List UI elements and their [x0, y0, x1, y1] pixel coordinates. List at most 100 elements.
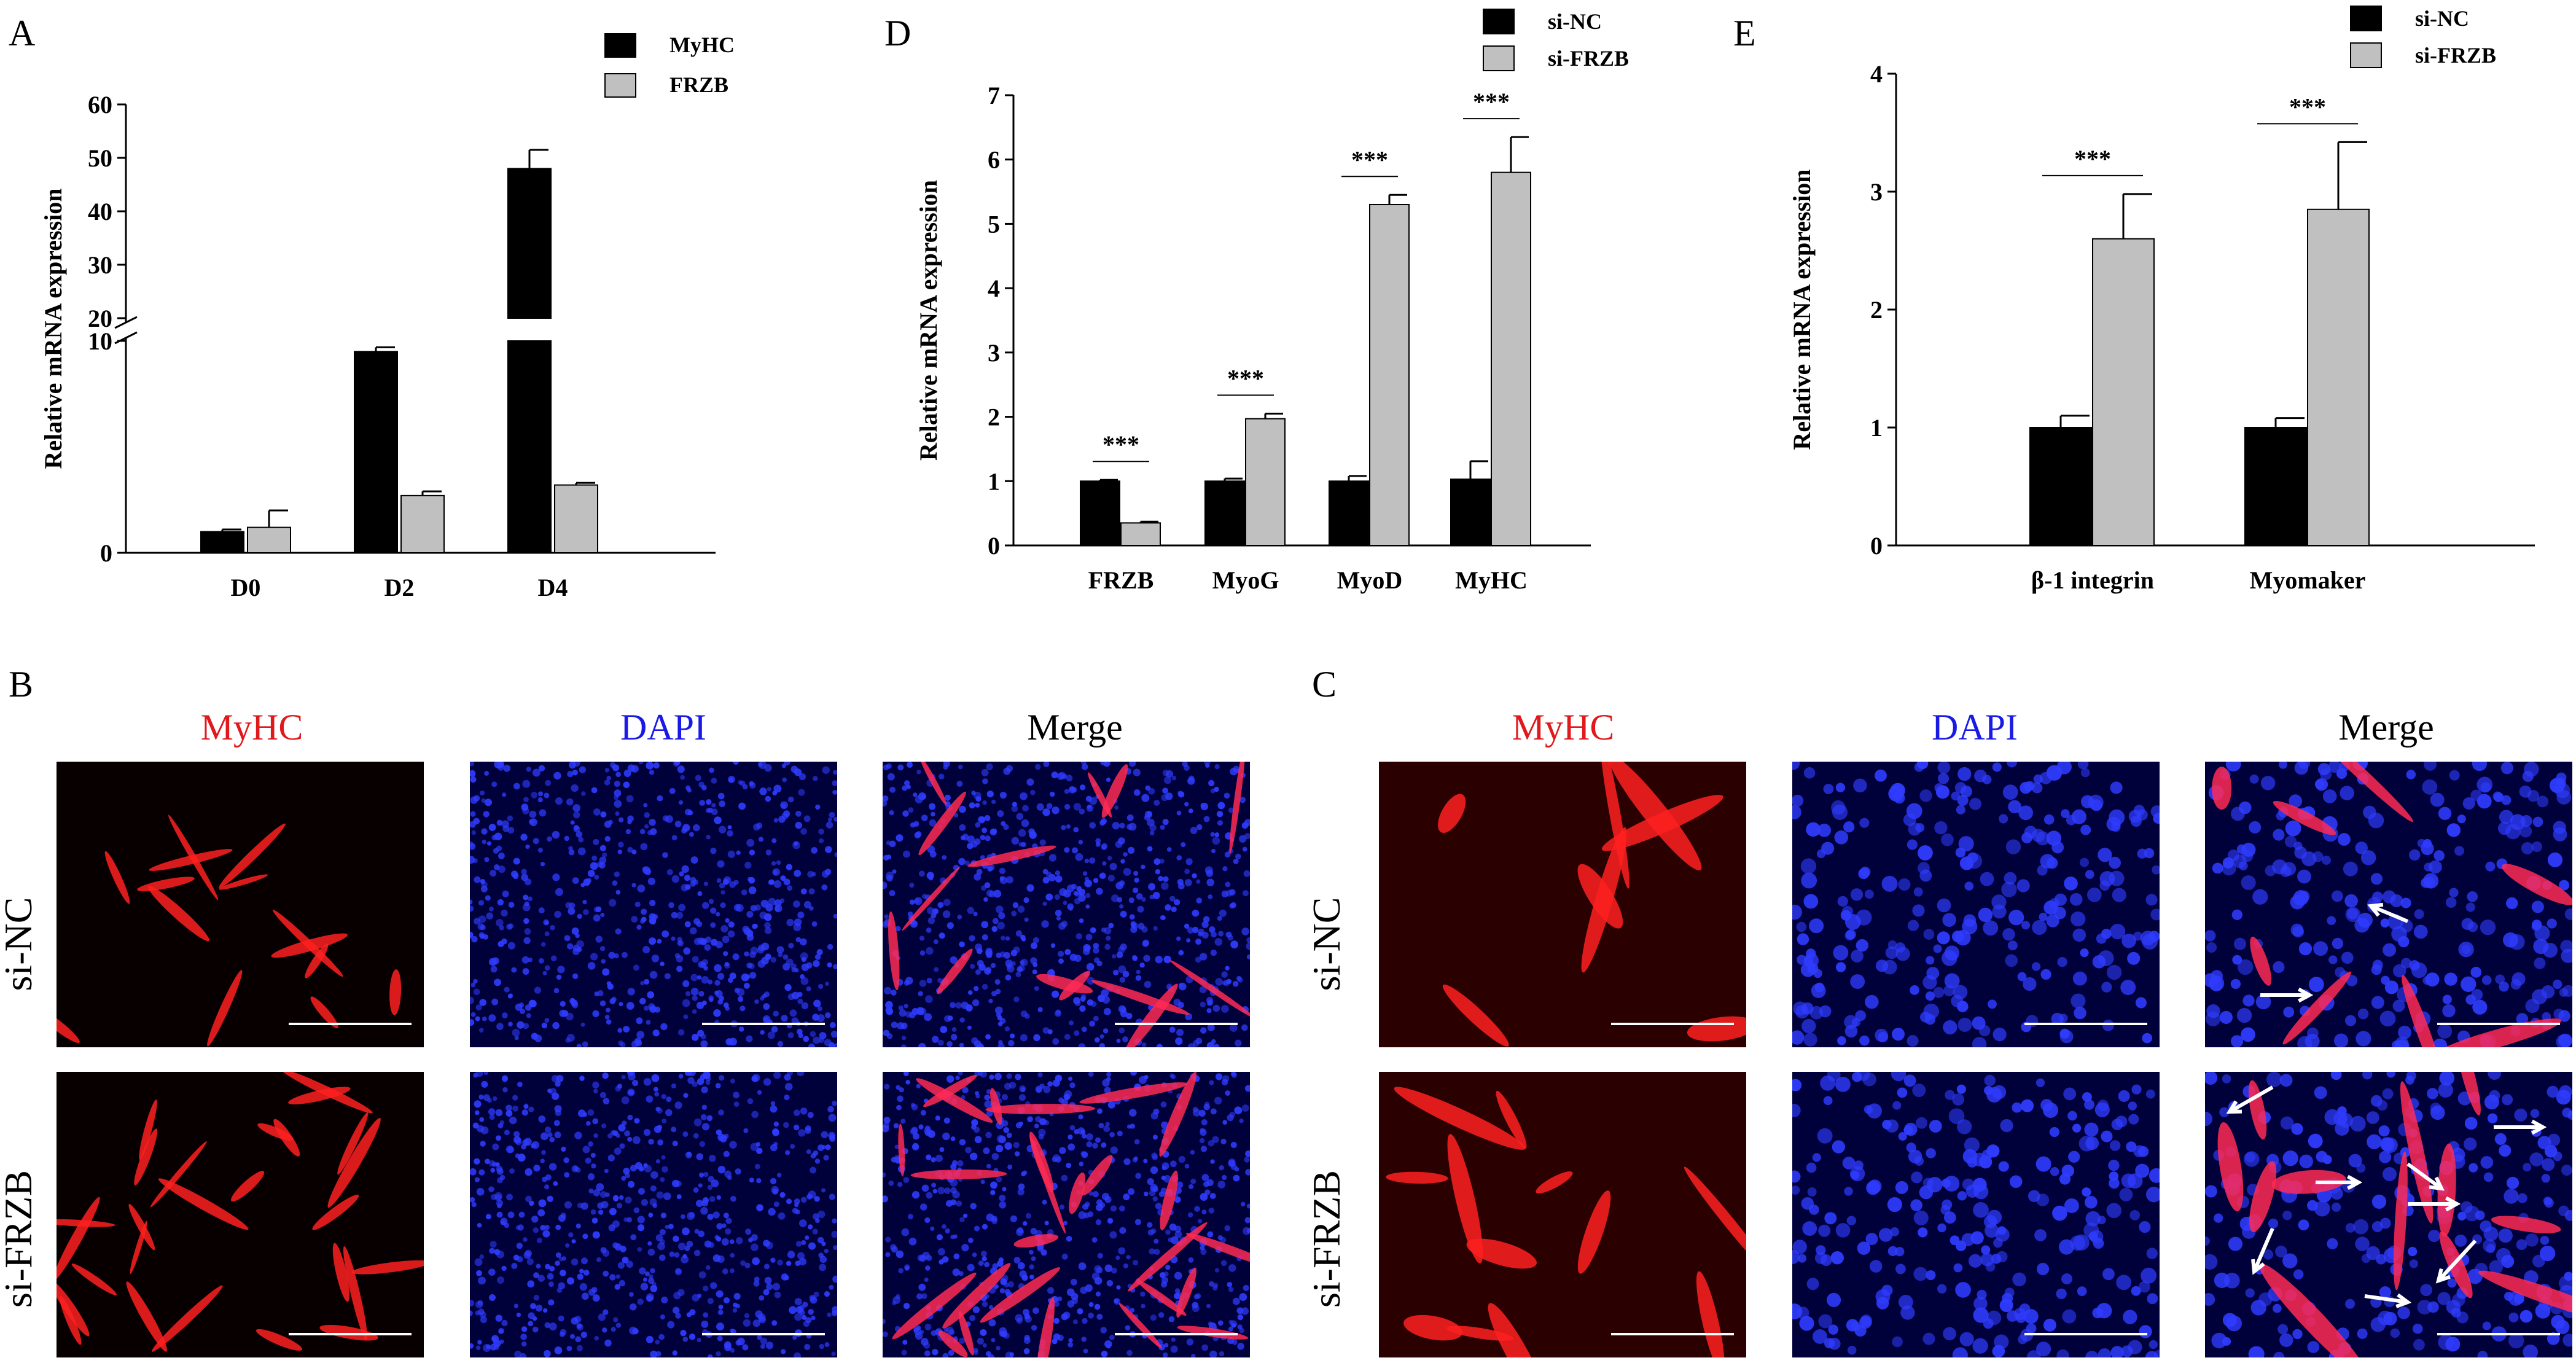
d-legend-swatch: [1483, 45, 1515, 71]
e-sig-stars: ***: [2074, 145, 2111, 173]
scale-bar: [1611, 1333, 1734, 1335]
d-sig-stars: ***: [1103, 431, 1139, 458]
a-x-tick-label: D4: [538, 574, 568, 601]
b-col-label-myhc: MyHC: [200, 707, 303, 748]
a-bar: [507, 340, 552, 553]
d-y-tick-label: 4: [988, 275, 1000, 302]
a-bar: [400, 494, 445, 553]
a-bar: [354, 351, 398, 553]
arrow-icon: [2228, 1085, 2274, 1114]
micrograph-c-si-nc-dapi: [1792, 762, 2160, 1047]
scale-bar: [2024, 1023, 2147, 1025]
e-y-tick-label: 0: [1870, 532, 1883, 560]
d-x-tick-label: FRZB: [1088, 566, 1154, 594]
d-sig-stars: ***: [1351, 146, 1388, 173]
chart-a: 20 30 40 50 60 0 10 Relative mRNA expression D0 D…: [39, 33, 735, 601]
a-legend-label: MyHC: [669, 33, 735, 57]
a-legend-swatch: [604, 33, 636, 58]
scale-bar: [702, 1023, 825, 1025]
b-row-label-si-frzb: si-FRZB: [0, 1170, 40, 1308]
e-y-tick-label: 1: [1870, 414, 1883, 442]
arrow-icon: [2364, 1294, 2408, 1304]
panel-letter-a: A: [9, 13, 36, 53]
b-col-label-merge: Merge: [1027, 707, 1123, 748]
arrow-icon: [2445, 1196, 2461, 1212]
arrow-icon: [2370, 904, 2409, 923]
e-y-axis-label: Relative mRNA expression: [1788, 170, 1816, 450]
micrograph-c-si-nc-myhc: [1379, 762, 1746, 1047]
e-legend-label: si-FRZB: [2415, 43, 2496, 68]
micrograph-b-si-nc-myhc: [57, 762, 424, 1047]
arrow-icon: [2252, 1227, 2274, 1273]
a-y-tick-label: 0: [100, 539, 112, 567]
panel-letter-d: D: [884, 13, 911, 53]
a-x-tick-label: D0: [231, 574, 261, 601]
c-row-label-si-frzb: si-FRZB: [1305, 1170, 1348, 1308]
d-bar: [1080, 480, 1120, 546]
d-legend-label: si-FRZB: [1548, 46, 1629, 71]
arrow-icon: [2429, 1176, 2445, 1191]
d-x-tick-label: MyHC: [1455, 566, 1528, 594]
chart-e: 0 1 2 3 4 Relative mRNA expression *** β-1 inte…: [1788, 6, 2535, 594]
micrograph-b-si-nc-merge: [883, 762, 1250, 1047]
d-legend-label: si-NC: [1548, 9, 1602, 34]
d-y-tick-label: 3: [988, 339, 1000, 367]
arrow-icon: [2531, 1119, 2547, 1135]
scale-bar: [702, 1333, 825, 1335]
a-y-tick-label: 50: [88, 144, 112, 172]
scale-bar: [1115, 1023, 1238, 1025]
e-x-tick-label: β-1 integrin: [2031, 566, 2154, 594]
c-col-label-merge: Merge: [2338, 707, 2434, 748]
scale-bar: [1611, 1023, 1734, 1025]
d-bar: [1491, 171, 1531, 546]
scale-bar: [289, 1023, 412, 1025]
panel-letter-e: E: [1733, 13, 1756, 53]
arrow-icon: [2406, 1162, 2443, 1190]
e-y-tick-label: 2: [1870, 296, 1883, 324]
e-legend-label: si-NC: [2415, 6, 2469, 31]
scale-bar: [289, 1333, 412, 1335]
d-y-tick-label: 7: [988, 82, 1000, 109]
a-legend-swatch: [604, 73, 636, 98]
micrograph-b-si-frzb-dapi: [470, 1072, 837, 1357]
c-row-label-si-nc: si-NC: [1305, 897, 1348, 991]
d-y-tick-label: 6: [988, 146, 1000, 174]
a-bar: [247, 526, 291, 553]
a-y-tick-label: 10: [88, 327, 112, 355]
d-y-tick-label: 2: [988, 404, 1000, 431]
d-y-axis-label: Relative mRNA expression: [915, 180, 942, 461]
e-y-tick-label: 3: [1870, 178, 1883, 206]
arrow-icon: [2298, 987, 2314, 1003]
d-y-tick-label: 5: [988, 210, 1000, 238]
arrow-icon: [2395, 1293, 2412, 1308]
d-bar: [1245, 418, 1286, 546]
arrow-icon: [2226, 1100, 2242, 1114]
d-sig-stars: ***: [1473, 88, 1510, 115]
b-col-label-dapi: DAPI: [620, 707, 706, 748]
micrograph-c-si-frzb-dapi: [1792, 1072, 2160, 1357]
chart-d: 0 1 2 3 4 5 6 7 Relative mRNA expression *** FRZB *…: [915, 9, 1629, 594]
micrograph-b-si-frzb-merge: [883, 1072, 1250, 1357]
e-bar: [2092, 238, 2155, 546]
d-bar: [1329, 480, 1369, 546]
d-bar: [1369, 204, 1410, 546]
micrograph-c-si-nc-merge: [2205, 762, 2572, 1047]
a-bar: [507, 168, 552, 319]
panel-letter-b: B: [9, 664, 34, 705]
e-legend-swatch: [2350, 6, 2382, 31]
scale-bar: [2024, 1333, 2147, 1335]
d-y-tick-label: 0: [988, 532, 1000, 560]
d-x-tick-label: MyoD: [1337, 566, 1403, 594]
d-sig-stars: ***: [1227, 364, 1264, 392]
e-sig-stars: ***: [2289, 93, 2326, 120]
e-y-tick-label: 4: [1870, 60, 1883, 88]
e-bar: [2244, 427, 2307, 546]
c-col-label-myhc: MyHC: [1512, 707, 1615, 748]
d-legend-swatch: [1483, 9, 1515, 34]
d-y-tick-label: 1: [988, 467, 1000, 495]
e-bar: [2307, 208, 2370, 546]
scale-bar: [1115, 1333, 1238, 1335]
b-row-label-si-nc: si-NC: [0, 897, 40, 991]
a-break-mark: [114, 316, 138, 329]
scale-bar: [2437, 1023, 2560, 1025]
